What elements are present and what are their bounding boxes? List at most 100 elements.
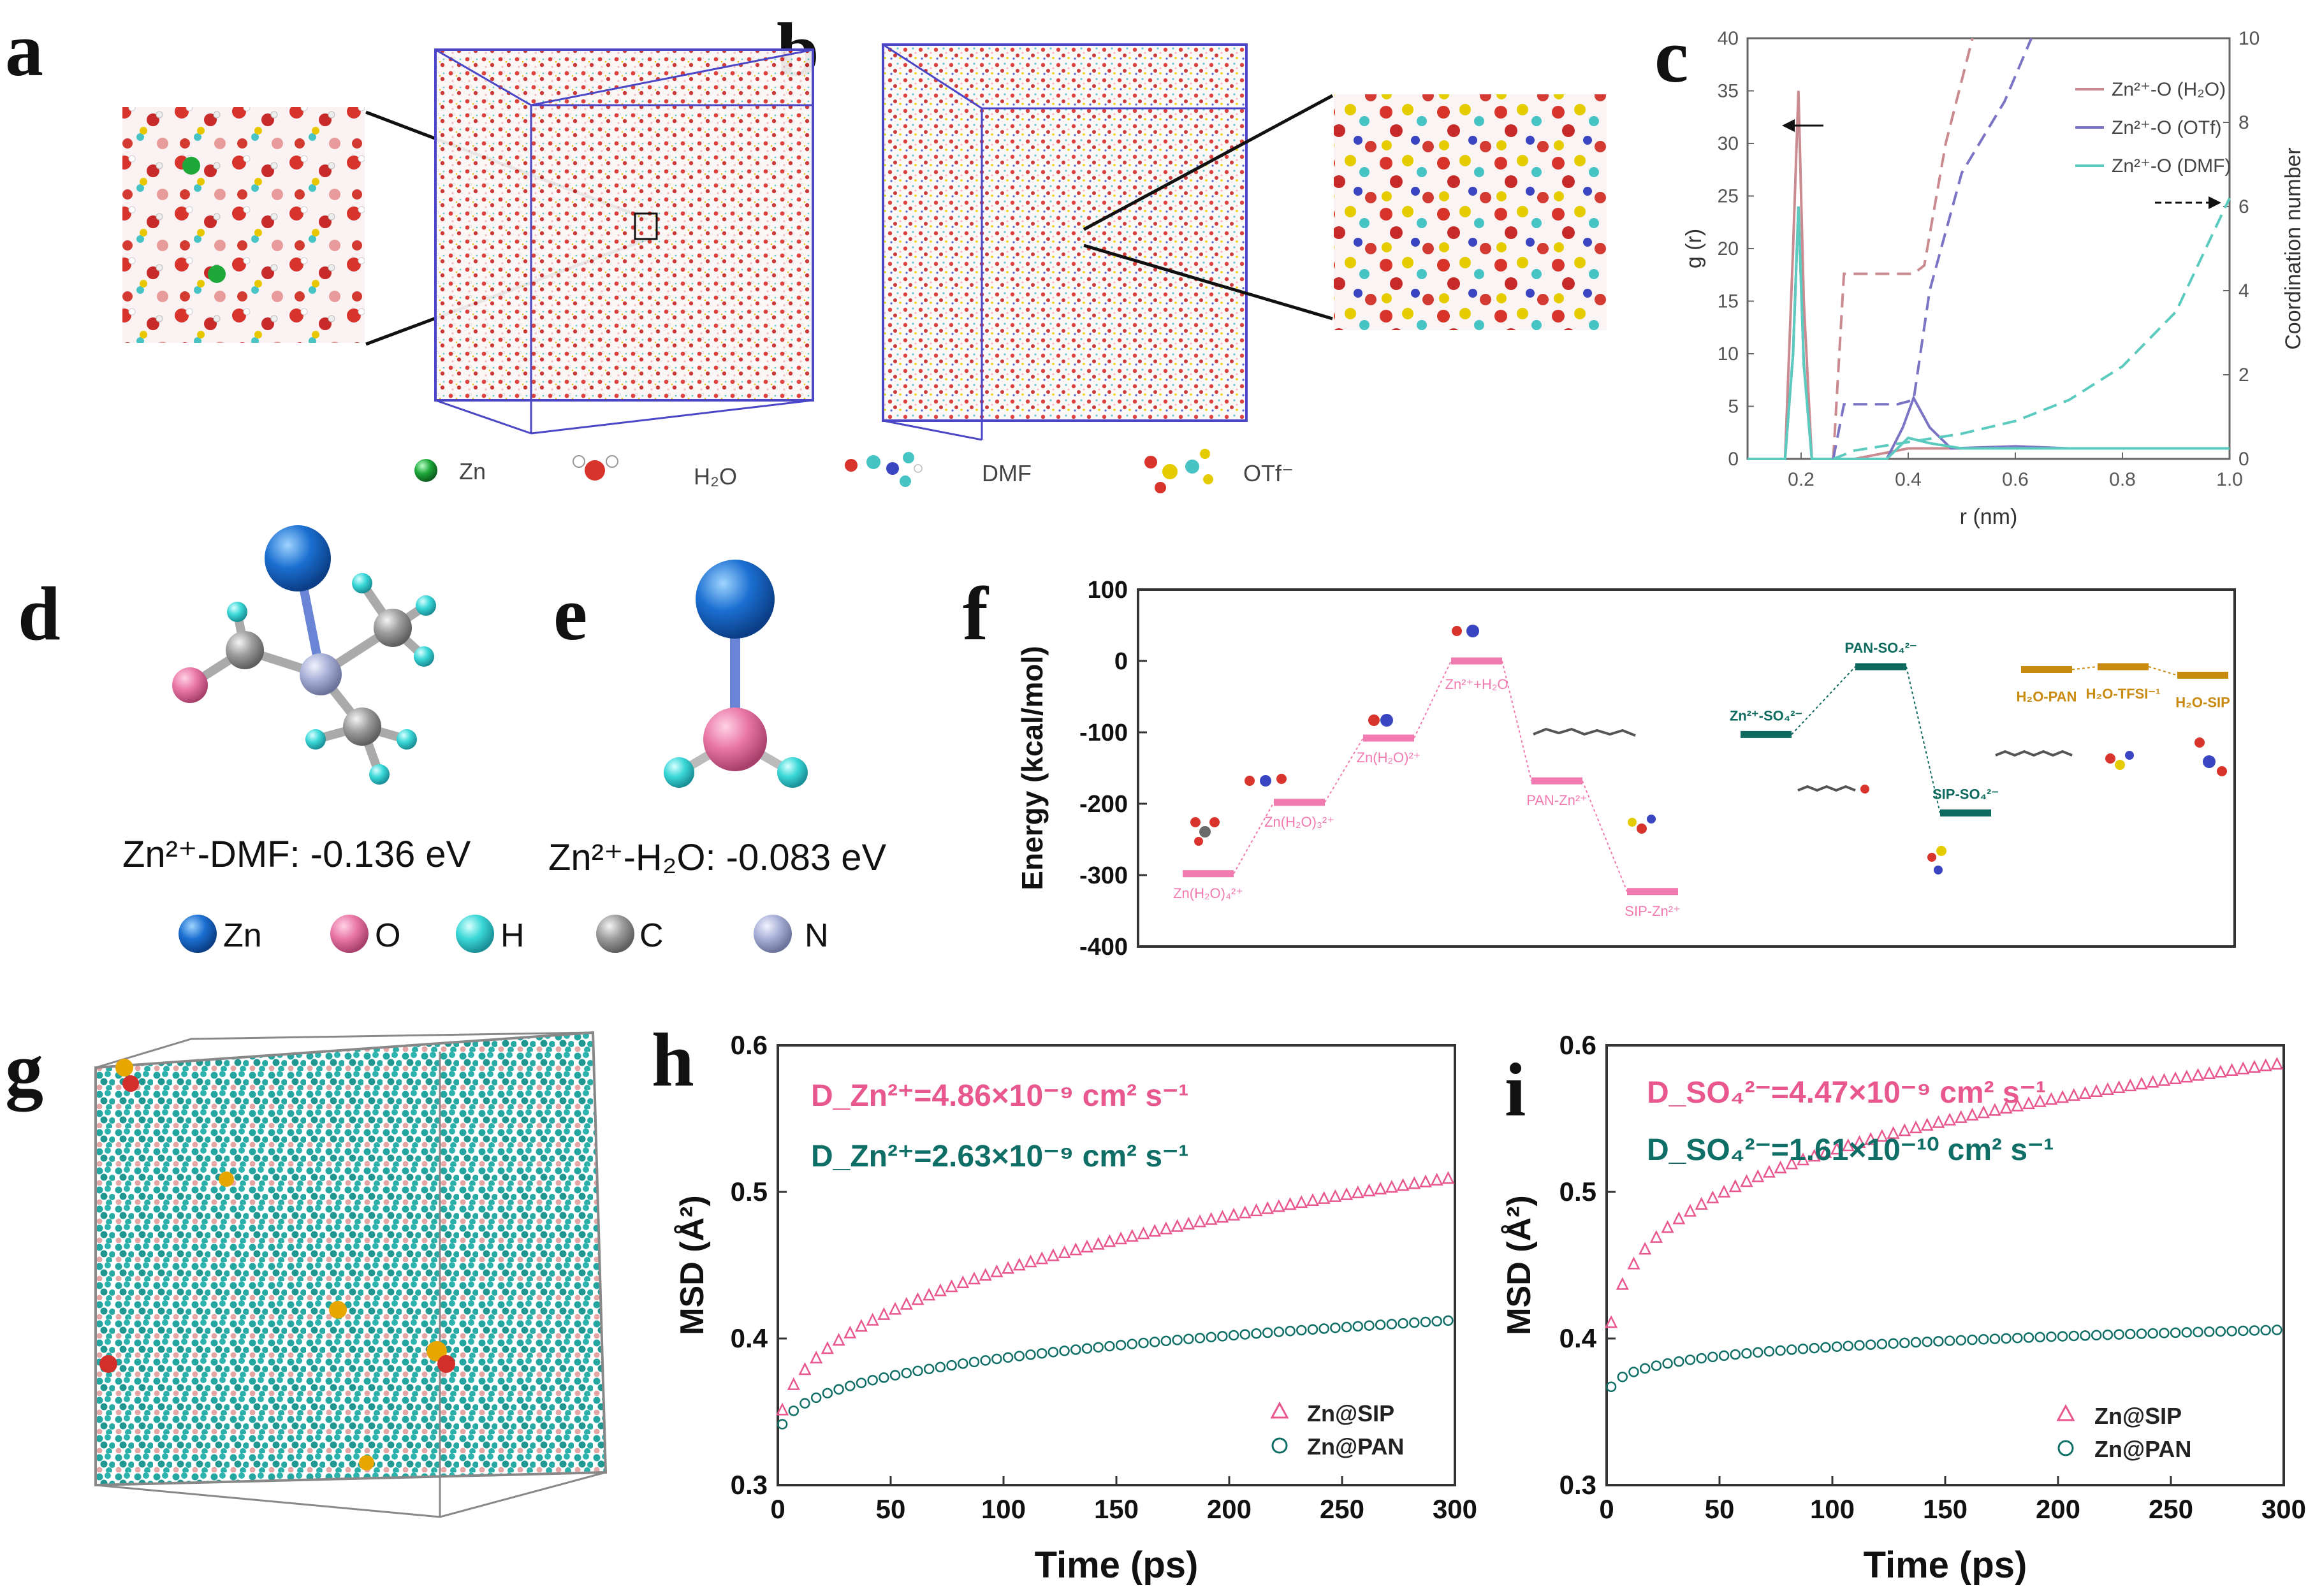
circle-point (2001, 1333, 2012, 1344)
y-tick-label-c: 40 (1718, 28, 1739, 49)
series-i (1605, 1057, 2284, 1393)
circle-point (1831, 1341, 1843, 1353)
legend-label-c: Zn²⁺-O (OTf) (2112, 117, 2221, 138)
y-tick-label: 0.3 (1559, 1470, 1596, 1500)
circle-point (1967, 1334, 1978, 1346)
y-tick-label-f: -400 (1079, 934, 1128, 961)
panel-i-msd-so4: i 0 50 100 150 200 250 300 0.3 0.4 0.5 0.6 Time (p… (1501, 1030, 2306, 1586)
circle-point (935, 1361, 946, 1373)
panel-label-i: i (1505, 1047, 1526, 1132)
triangle-point (889, 1302, 902, 1315)
ylabel-c: g (r) (1682, 229, 1706, 268)
triangle-point (2225, 1063, 2238, 1076)
level-label-f: H₂O-TFSI⁻¹ (2086, 686, 2161, 702)
triangle-point (2101, 1082, 2114, 1096)
circle-point (1865, 1339, 1876, 1350)
zn-atom-marker (208, 265, 226, 283)
circle-point (2068, 1330, 2080, 1342)
circle-point (980, 1355, 991, 1366)
arrow-right-icon (2155, 196, 2221, 209)
triangle-point (1627, 1256, 1640, 1270)
legend-c: Zn²⁺-O (H₂O) Zn²⁺-O (OTf) Zn²⁺-O (DMF) (2075, 79, 2231, 177)
circle-point (1955, 1335, 1967, 1346)
triangle-point (1272, 1199, 1285, 1212)
ylabel-h: MSD (Å²) (674, 1195, 711, 1335)
level-connector-f (2071, 665, 2098, 671)
h-atom (305, 729, 326, 750)
zn-atom-marker (182, 157, 200, 175)
triangle-point (854, 1319, 868, 1332)
h-atom (414, 646, 434, 667)
triangle-marker-icon (2056, 1404, 2075, 1421)
triangle-point (877, 1307, 891, 1320)
circle-point (1752, 1347, 1763, 1358)
triangle-point (2056, 1090, 2070, 1103)
y-tick-label-c: 15 (1718, 291, 1739, 312)
y-tick-label-c: 10 (1718, 344, 1739, 365)
triangle-point (1385, 1180, 1398, 1193)
circle-point (1662, 1358, 1673, 1369)
panel-g-md-snapshot: g (5, 1027, 608, 1518)
y-tick-label-f: -300 (1079, 862, 1128, 889)
circle-point (777, 1419, 788, 1430)
zn-atom (696, 560, 775, 639)
series-line-c (1748, 206, 2230, 460)
level-label-f: Zn(H₂O)₃²⁺ (1264, 814, 1334, 830)
circle-point (923, 1363, 935, 1375)
circle-point (1025, 1349, 1036, 1360)
y-tick-label: 0.4 (1559, 1323, 1597, 1353)
otf-molecule-icon (1144, 449, 1213, 493)
triangle-point (798, 1362, 812, 1375)
triangle-point (1841, 1138, 1855, 1152)
level-label-f: H₂O-PAN (2017, 688, 2077, 704)
atom-legend-c: C (639, 917, 664, 954)
annotation-d-so4-sip: D_SO₄²⁻=4.47×10⁻⁹ cm² s⁻¹ (1647, 1076, 2046, 1110)
circle-point (1070, 1344, 1081, 1355)
circle-point (2170, 1327, 2181, 1338)
zoom-line-b-bottom (1083, 243, 1333, 321)
y-tick-label: 0.3 (731, 1470, 768, 1500)
circle-point (1843, 1340, 1854, 1351)
level-connector-f (2148, 666, 2178, 676)
triangle-point (1238, 1205, 1252, 1219)
legend-ab: Zn H₂O DMF OTf⁻ (414, 449, 1294, 493)
circle-point (912, 1365, 923, 1377)
y-tick-label: 0.6 (731, 1030, 768, 1060)
o-sphere-icon (330, 915, 369, 953)
c-atom (374, 609, 412, 647)
triangle-point (2022, 1096, 2036, 1110)
circle-point (1651, 1360, 1662, 1371)
triangle-point (843, 1325, 857, 1338)
triangle-point (776, 1402, 789, 1416)
h-atom (397, 729, 417, 750)
circle-point (856, 1377, 867, 1388)
simulation-box-a (434, 48, 814, 435)
legend-i-pan: Zn@PAN (2094, 1436, 2191, 1462)
circle-point (1763, 1346, 1775, 1357)
panel-label-c: c (1654, 13, 1688, 98)
circle-point (2136, 1328, 2147, 1339)
circle-point (1797, 1344, 1809, 1354)
x-tick-label: 250 (1320, 1494, 1364, 1524)
h-atom (416, 595, 436, 616)
triangle-point (1954, 1110, 1968, 1123)
legend-h-pan: Zn@PAN (1307, 1433, 1404, 1460)
triangle-point (1796, 1152, 1810, 1166)
water-molecule-icon (573, 455, 618, 481)
panel-d-zn-dmf-structure: d Zn²⁺-DMF: -0.136 eV (18, 525, 471, 875)
triangle-point (979, 1268, 992, 1281)
circle-point (1352, 1321, 1364, 1332)
series-h (776, 1171, 1455, 1430)
circle-point (1409, 1317, 1420, 1328)
circle-point (2249, 1325, 2260, 1336)
x-tick-label: 50 (876, 1494, 906, 1524)
triangle-point (1137, 1226, 1150, 1240)
circle-point (1854, 1340, 1865, 1351)
circle-point (810, 1392, 822, 1404)
legend-h-sip: Zn@SIP (1307, 1400, 1394, 1426)
x-tick-label: 200 (2036, 1494, 2080, 1524)
x-tick-label-c: 0.4 (1895, 469, 1922, 490)
triangle-point (933, 1283, 947, 1296)
plot-frame-i (1605, 1044, 2285, 1486)
